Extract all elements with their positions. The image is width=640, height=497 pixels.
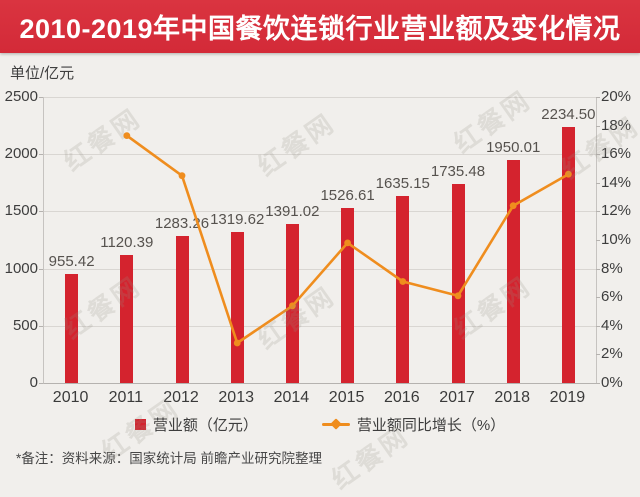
chart-plot-area: 955.42 1120.39 1283.26 1319.62 1391.02 1526.6… [43,97,597,384]
bar-2018 [506,159,520,383]
growth-line-point-2018 [509,202,517,210]
source-footnote: *备注：资料来源：国家统计局 前瞻产业研究院整理 [16,451,323,466]
gridline [44,211,596,212]
legend-revenue-label: 营业额（亿元） [152,416,258,434]
growth-line [123,132,572,347]
bar-2013 [230,232,244,383]
bar-2011 [120,254,134,383]
y-tickmark-right [596,240,600,241]
line-marker-icon [330,417,342,430]
growth-line-point-2013 [233,339,241,347]
bar-label-2018: 1950.01 [486,138,541,156]
x-tick-label-2012: 2012 [163,389,199,406]
y-tickmark-right [596,211,600,212]
y-tickmark-right [596,126,600,127]
growth-line-point-2014 [289,302,296,310]
growth-line-point-2017 [454,292,462,300]
y-tick-right-20%: 20% [601,88,632,105]
bar-label-2010: 955.42 [48,252,95,270]
y-tick-right-10%: 10% [601,231,632,248]
legend-item-growth: 营业额同比增长（%） [321,414,506,435]
title-banner: 2010-2019年中国餐饮连锁行业营业额及变化情况 [0,0,640,53]
x-tick-label-2014: 2014 [273,389,310,406]
chart-title: 2010-2019年中国餐饮连锁行业营业额及变化情况 [19,14,621,44]
growth-line-point-2016 [399,278,407,285]
x-tick-label-2019: 2019 [549,389,586,406]
y-tick-left-2000: 2000 [4,145,38,163]
growth-line-point-2012 [178,172,186,180]
y-tick-right-12%: 12% [601,202,632,220]
bar-2019 [561,127,575,383]
x-tick-label-2013: 2013 [218,389,254,406]
y-tickmark-right [596,97,600,98]
bar-label-2015: 1526.61 [320,187,375,205]
y-tickmark-left [39,269,43,270]
growth-line-point-2011 [123,132,131,139]
bar-swatch-icon [134,418,146,430]
y-tick-left-0: 0 [29,374,38,391]
y-tick-right-8%: 8% [601,259,623,277]
y-tick-right-0%: 0% [601,374,623,391]
legend-growth-label: 营业额同比增长（%） [356,416,506,434]
bar-label-2017: 1735.48 [430,163,486,181]
y-tickmark-right [596,154,600,155]
bar-label-2013: 1319.62 [210,211,265,229]
y-tickmark-right [596,183,600,184]
growth-line-point-2019 [565,170,572,178]
y-tick-right-14%: 14% [601,173,632,191]
bar-2016 [396,195,410,383]
bar-2015 [341,208,355,383]
bar-2010 [65,273,79,383]
y-tick-left-500: 500 [12,316,38,334]
y-tickmark-right [596,297,600,298]
y-tickmark-right [596,354,600,355]
y-tick-right-4%: 4% [601,316,623,334]
y-tickmark-right [596,269,600,270]
legend-item-revenue: 营业额（亿元） [134,414,258,435]
y-tickmark-right [596,383,600,384]
y-tickmark-right [596,326,600,327]
bar-label-2011: 1120.39 [100,233,154,251]
bar-2017 [451,184,465,383]
y-tickmark-left [39,154,43,155]
x-tick-label-2011: 2011 [108,389,143,406]
y-tickmark-left [39,383,43,384]
line-swatch-icon [321,417,350,430]
gridline [44,97,596,98]
gridline [44,154,596,155]
x-tick-label-2017: 2017 [439,389,475,406]
y-tickmark-left [39,326,43,327]
y-tick-right-6%: 6% [601,288,623,306]
y-tick-left-1000: 1000 [4,259,38,277]
x-tick-label-2018: 2018 [494,389,530,406]
x-tick-label-2016: 2016 [384,389,420,406]
x-tick-label-2010: 2010 [52,389,89,406]
y-tick-left-2500: 2500 [4,88,38,105]
y-tick-right-16%: 16% [601,145,632,163]
y-tickmark-left [39,97,43,98]
x-tick-label-2015: 2015 [328,389,365,406]
y-axis-unit-label: 单位/亿元 [10,65,75,82]
y-tick-right-2%: 2% [601,345,623,363]
y-tick-right-18%: 18% [601,116,632,134]
y-tickmark-left [39,211,43,212]
bar-label-2014: 1391.02 [265,202,320,220]
bar-2012 [175,236,189,383]
gridline [44,269,596,270]
bar-label-2016: 1635.15 [375,174,430,192]
gridline [44,326,596,327]
growth-line-path [125,134,570,345]
bar-label-2019: 2234.50 [541,106,596,124]
growth-line-point-2015 [344,239,351,247]
chart-legend: 营业额（亿元） 营业额同比增长（%） [0,413,640,435]
y-tick-left-1500: 1500 [4,202,38,220]
